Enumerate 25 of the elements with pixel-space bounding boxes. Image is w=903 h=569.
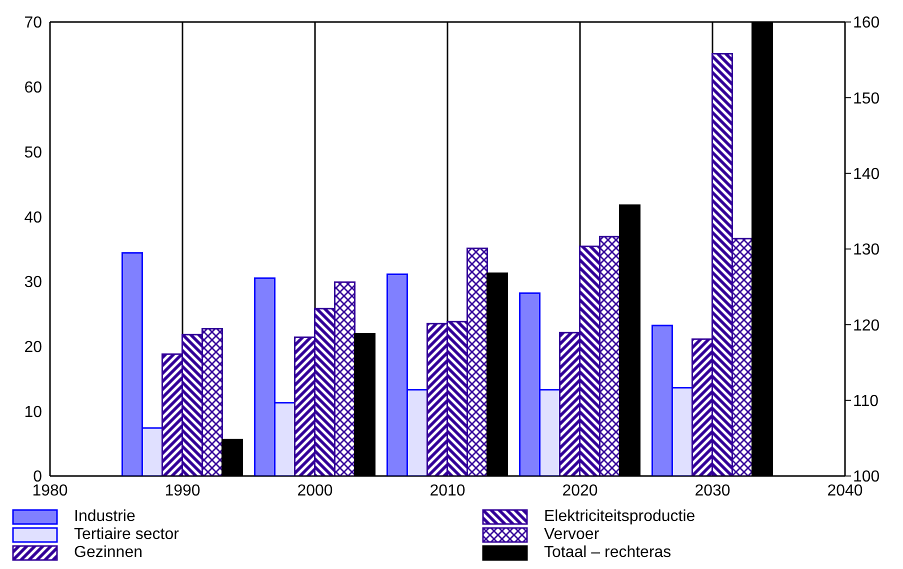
legend-label: Industrie bbox=[74, 508, 136, 526]
legend-label: Gezinnen bbox=[74, 544, 142, 562]
x-tick-label: 2000 bbox=[297, 482, 333, 500]
legend-label: Elektriciteitsproductie bbox=[544, 508, 696, 526]
y2-tick-label: 110 bbox=[853, 393, 879, 410]
x-tick-label: 2020 bbox=[562, 482, 598, 500]
legend-label: Tertiaire sector bbox=[74, 526, 179, 544]
y2-tick-label: 130 bbox=[853, 242, 880, 259]
y-tick-label: 40 bbox=[24, 209, 42, 226]
y2-tick-label: 120 bbox=[853, 317, 880, 334]
legend-label: Vervoer bbox=[544, 526, 600, 544]
y-tick-label: 30 bbox=[24, 274, 42, 292]
y2-tick-label: 150 bbox=[853, 90, 880, 108]
x-tick-label: 2030 bbox=[694, 482, 730, 500]
x-tick-label: 2040 bbox=[827, 482, 863, 500]
y-tick-label: 50 bbox=[24, 144, 42, 162]
y-tick-label: 60 bbox=[24, 80, 42, 97]
y-tick-label: 20 bbox=[24, 338, 42, 356]
y2-tick-label: 160 bbox=[853, 14, 880, 32]
y-tick-label: 70 bbox=[24, 14, 42, 32]
y-tick-label: 10 bbox=[24, 404, 42, 421]
legend-label: Totaal – rechteras bbox=[544, 544, 672, 562]
x-tick-label: 2010 bbox=[430, 482, 466, 500]
x-tick-label: 1990 bbox=[164, 482, 200, 500]
y2-tick-label: 140 bbox=[853, 166, 880, 184]
